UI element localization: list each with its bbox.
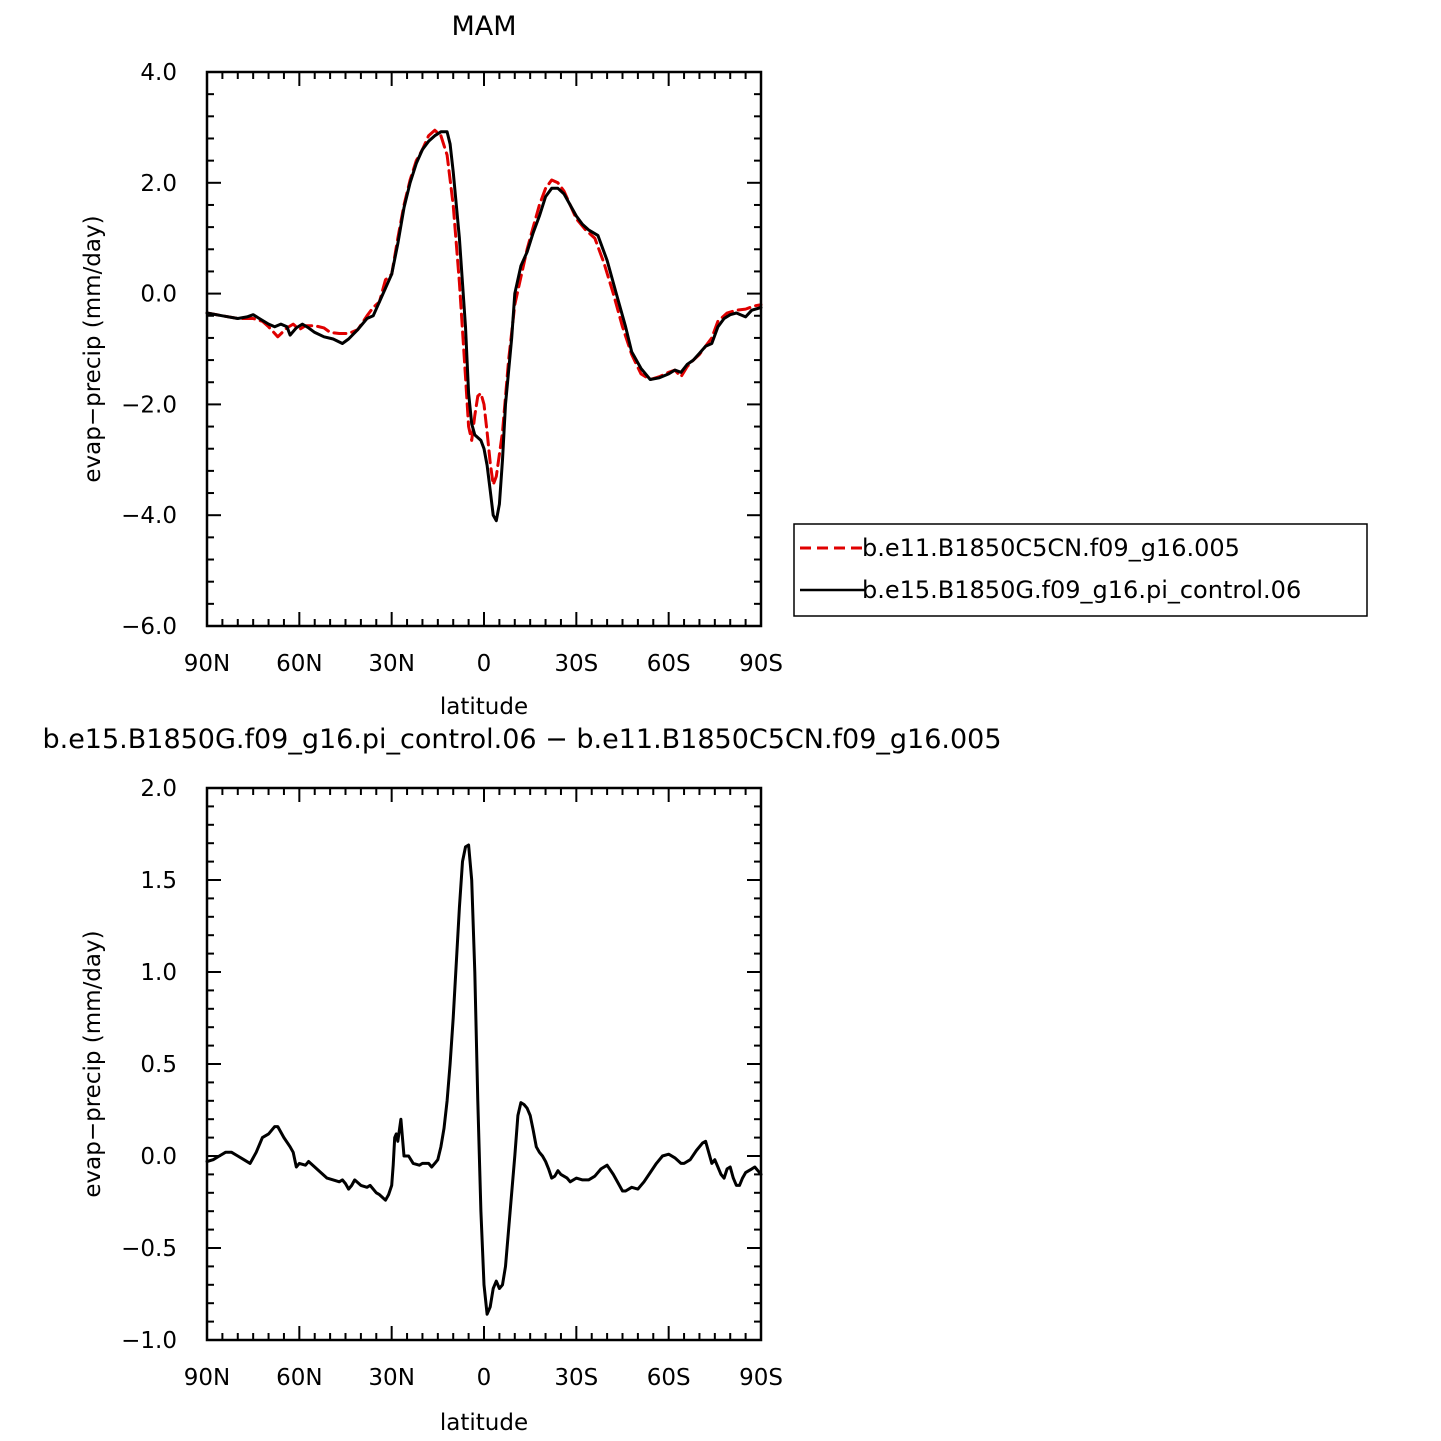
bottom-panel-y-tick-label: 1.0 (140, 960, 177, 986)
bottom-panel-x-tick-label: 30S (554, 1365, 598, 1391)
bottom-panel-x-tick-label: 90S (739, 1365, 783, 1391)
bottom-panel-series-line-1 (205, 843, 763, 1316)
bottom-panel: b.e15.B1850G.f09_g16.pi_control.06 − b.e… (42, 724, 1001, 1436)
top-panel-y-tick-label: 0.0 (140, 282, 177, 308)
bottom-panel-y-tick-label: −0.5 (121, 1236, 177, 1262)
bottom-panel-y-tick-label: −1.0 (121, 1328, 177, 1354)
top-panel: MAM evap−precip (mm/day) latitude 90N 60N… (80, 11, 783, 720)
top-panel-plot-frame (205, 70, 763, 628)
top-panel-y-tick-label: 2.0 (140, 171, 177, 197)
legend-box (793, 523, 1368, 617)
top-panel-series-line-1 (205, 128, 763, 487)
top-panel-x-tick-label: 30N (368, 651, 414, 677)
bottom-panel-x-tick-label: 60S (647, 1365, 691, 1391)
bottom-panel-y-tick-label: 1.5 (140, 868, 177, 894)
top-panel-y-tick-label: −4.0 (121, 503, 177, 529)
top-panel-x-tick-label: 90S (739, 651, 783, 677)
legend: b.e11.B1850C5CN.f09_g16.005 b.e15.B1850G… (793, 523, 1368, 617)
top-panel-x-tick-label: 90N (184, 651, 230, 677)
top-panel-x-axis-label: latitude (440, 694, 528, 720)
top-panel-x-tick-label: 0 (477, 651, 492, 677)
top-panel-x-tick-label: 60S (647, 651, 691, 677)
top-panel-x-tick-label: 60N (276, 651, 322, 677)
top-panel-y-tick-label: 4.0 (140, 60, 177, 86)
bottom-panel-title: b.e15.B1850G.f09_g16.pi_control.06 − b.e… (42, 724, 1001, 755)
legend-label-model-1: b.e11.B1850C5CN.f09_g16.005 (862, 534, 1240, 562)
top-panel-series-line-2 (205, 130, 763, 523)
top-panel-y-axis-label: evap−precip (mm/day) (80, 215, 106, 482)
top-panel-title: MAM (451, 11, 516, 42)
bottom-panel-x-tick-label: 30N (368, 1365, 414, 1391)
top-panel-y-tick-label: −2.0 (121, 392, 177, 418)
top-panel-x-tick-label: 30S (554, 651, 598, 677)
bottom-panel-x-tick-label: 90N (184, 1365, 230, 1391)
legend-label-model-2: b.e15.B1850G.f09_g16.pi_control.06 (862, 576, 1301, 604)
top-panel-y-tick-label: −6.0 (121, 614, 177, 640)
bottom-panel-x-tick-label: 60N (276, 1365, 322, 1391)
bottom-panel-x-tick-label: 0 (477, 1365, 492, 1391)
bottom-panel-y-tick-label: 0.0 (140, 1144, 177, 1170)
bottom-panel-x-axis-label: latitude (440, 1410, 528, 1436)
bottom-panel-y-tick-label: 2.0 (140, 776, 177, 802)
bottom-panel-y-axis-label: evap−precip (mm/day) (80, 930, 106, 1197)
bottom-panel-y-tick-label: 0.5 (140, 1052, 177, 1078)
